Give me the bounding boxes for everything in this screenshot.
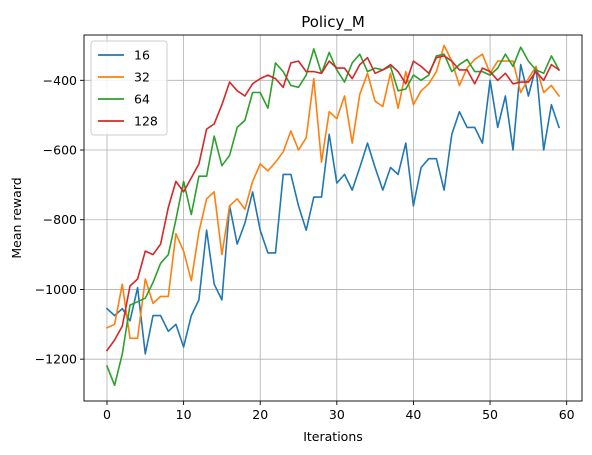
y-tick-label: −400	[43, 73, 77, 88]
x-tick-label: 50	[482, 407, 498, 422]
y-tick-label: −1200	[35, 352, 77, 367]
legend-label-32: 32	[134, 70, 150, 85]
y-axis-title: Mean reward	[9, 177, 24, 258]
series-line-64	[105, 46, 561, 387]
series-line-128	[105, 55, 561, 352]
series-lines	[105, 44, 561, 387]
x-tick-label: 10	[176, 407, 192, 422]
legend-label-128: 128	[134, 114, 158, 129]
x-tick-label: 20	[252, 407, 268, 422]
series-line-16	[105, 63, 561, 355]
plot-frame	[83, 34, 583, 402]
axis-ticks: 0 10 20 30 40 50 60 −1200 −1000 −800 −600 −400	[35, 73, 575, 422]
y-tick-label: −1000	[35, 282, 77, 297]
x-tick-label: 30	[329, 407, 345, 422]
series-line-32	[105, 44, 561, 340]
y-tick-label: −800	[43, 212, 77, 227]
y-tick-label: −600	[43, 143, 77, 158]
legend-box	[90, 40, 168, 136]
x-tick-label: 40	[405, 407, 421, 422]
x-tick-label: 0	[103, 407, 111, 422]
x-axis-title: Iterations	[303, 429, 363, 444]
legend: 16 32 64 128	[90, 40, 168, 136]
chart-title: Policy_M	[301, 13, 365, 32]
legend-label-64: 64	[134, 92, 150, 107]
legend-label-16: 16	[134, 48, 150, 63]
x-tick-label: 60	[559, 407, 575, 422]
